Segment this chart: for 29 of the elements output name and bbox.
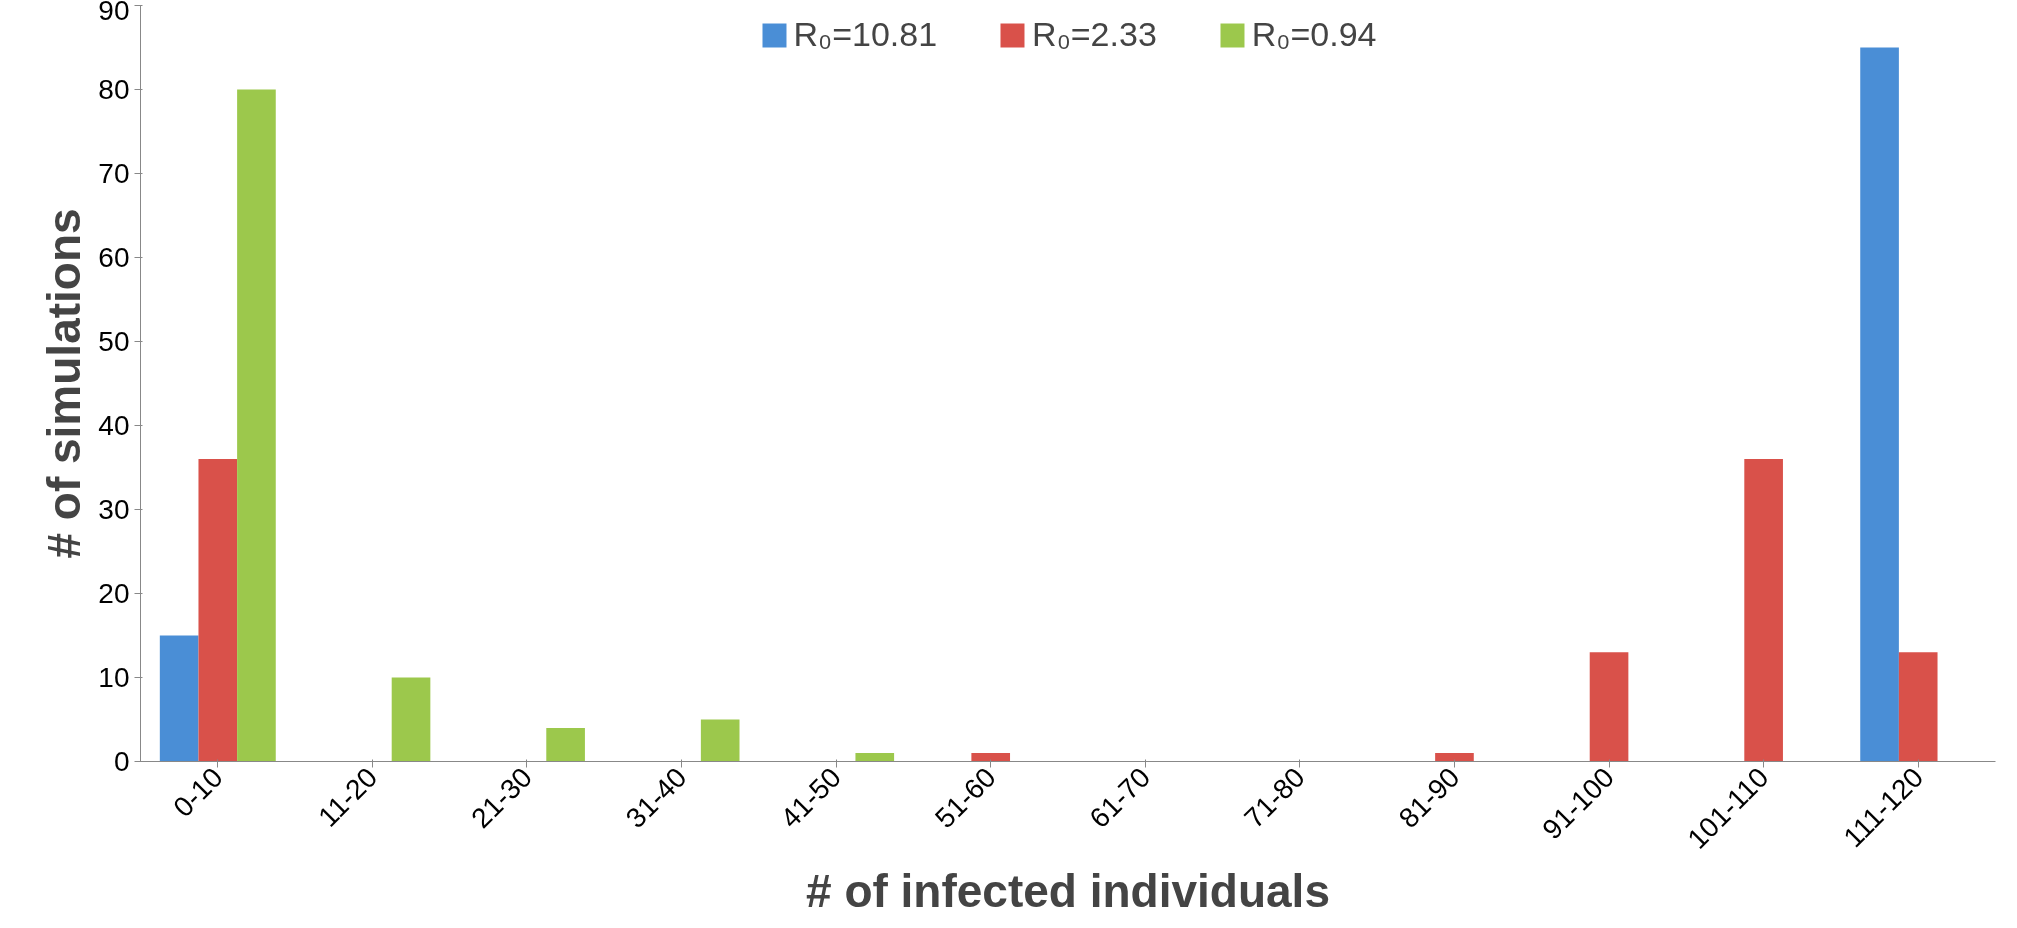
legend-label: R₀=2.33 [1032,15,1157,54]
y-tick-label: 70 [98,158,130,189]
bar [391,677,431,762]
bar [198,459,238,762]
bar [700,719,740,762]
bar [1860,47,1899,762]
bar [1589,652,1629,762]
y-tick-label: 0 [113,746,130,777]
x-tick-label: 0-10 [167,761,229,824]
bar [1898,652,1938,762]
bar [1435,753,1474,762]
y-tick-label: 30 [98,494,130,525]
y-tick-label: 10 [98,662,130,693]
x-axis-title: # of infected individuals [806,865,1330,918]
bar [237,89,276,762]
y-tick-label: 40 [98,410,130,441]
y-axis-title: # of simulations [38,208,91,559]
bar [546,727,585,762]
bar [159,635,199,762]
y-tick-label: 80 [98,74,130,105]
y-tick-label: 20 [98,578,130,609]
bar [1744,459,1783,762]
bar [971,753,1011,762]
y-tick-label: 90 [98,0,130,26]
legend-label: R₀=0.94 [1251,15,1377,54]
legend-label: R₀=10.81 [793,15,938,54]
y-tick-label: 50 [98,326,130,357]
y-tick-label: 60 [98,242,130,273]
bar [855,753,895,762]
